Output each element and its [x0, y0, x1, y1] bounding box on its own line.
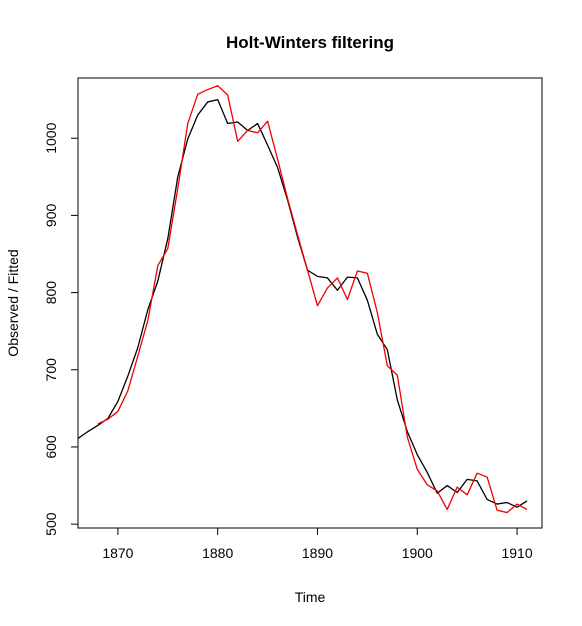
series-layer	[78, 85, 528, 514]
chart-title: Holt-Winters filtering	[226, 33, 394, 52]
y-axis-label: Observed / Fitted	[5, 249, 21, 356]
x-axis: 1870 1880 1890 1900 1910	[102, 528, 533, 561]
observed-series-line	[78, 98, 528, 508]
y-tick-label: 1000	[43, 122, 59, 153]
x-tick-label: 1890	[302, 545, 333, 561]
plot-frame	[77, 77, 543, 529]
x-axis-label: Time	[295, 589, 326, 605]
y-tick-label: 600	[43, 435, 59, 459]
y-tick-label: 700	[43, 358, 59, 382]
x-tick-label: 1880	[202, 545, 233, 561]
y-tick-label: 900	[43, 204, 59, 228]
y-tick-label: 800	[43, 281, 59, 305]
y-tick-label: 500	[43, 512, 59, 536]
y-axis: 500 600 700 800 900 1000	[43, 122, 78, 536]
x-tick-label: 1910	[501, 545, 532, 561]
x-tick-label: 1870	[102, 545, 133, 561]
x-tick-label: 1900	[402, 545, 433, 561]
fitted-series-line	[97, 85, 528, 514]
